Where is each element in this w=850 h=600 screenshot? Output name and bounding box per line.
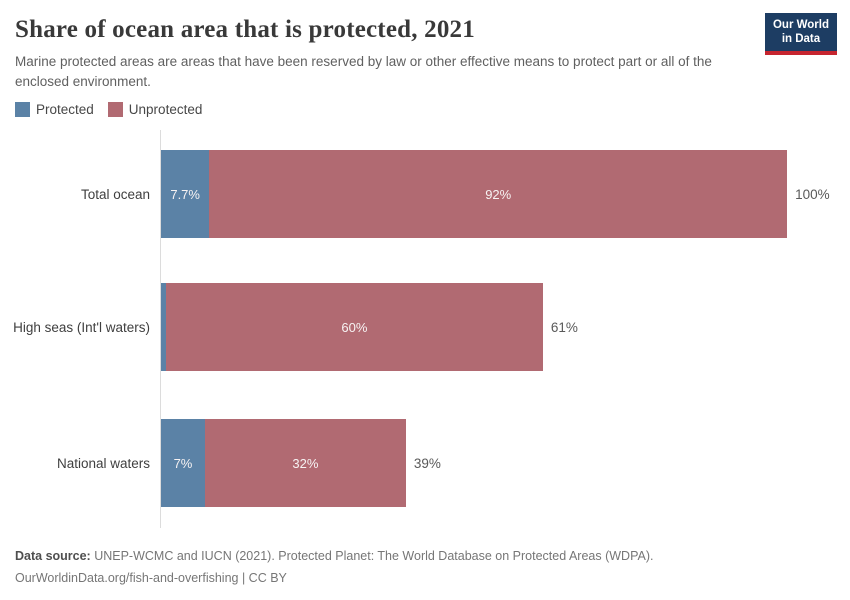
bar-value-label: 60%: [341, 319, 368, 335]
legend-item-unprotected[interactable]: Unprotected: [107, 102, 203, 117]
bar-segment-unprotected[interactable]: 60%: [166, 283, 543, 371]
chart-subtitle: Marine protected areas are areas that ha…: [15, 54, 712, 89]
bar-total-label: 61%: [550, 319, 578, 335]
bar-total-label: 39%: [413, 455, 441, 471]
bar-value-label: 7.7%: [170, 186, 200, 202]
bar-value-label: 32%: [292, 455, 319, 471]
owid-logo-line2: in Data: [781, 33, 821, 46]
bar-segment-protected[interactable]: 7.7%: [161, 150, 210, 238]
legend: Protected Unprotected: [15, 102, 202, 117]
bar-segment-protected[interactable]: 7%: [161, 419, 205, 507]
y-axis-line: [160, 130, 161, 528]
license-line: OurWorldinData.org/fish-and-overfishing …: [15, 570, 287, 585]
bar-segment-unprotected[interactable]: 32%: [204, 419, 406, 507]
bar-value-label: 92%: [485, 186, 512, 202]
unprotected-swatch-icon: [107, 102, 123, 117]
chart-title: Share of ocean area that is protected, 2…: [15, 16, 475, 43]
category-label: Total ocean: [80, 186, 150, 202]
legend-item-protected[interactable]: Protected: [15, 102, 94, 117]
protected-swatch-icon: [15, 102, 30, 117]
bar-value-label: 7%: [173, 455, 193, 471]
legend-label-unprotected: Unprotected: [128, 102, 203, 117]
category-label: National waters: [56, 455, 150, 471]
bar-total-label: 100%: [795, 186, 830, 202]
footer-note: Data source: UNEP-WCMC and IUCN (2021). …: [15, 546, 653, 590]
bar-segment-unprotected[interactable]: 92%: [209, 150, 788, 238]
owid-logo[interactable]: Our World in Data: [764, 13, 837, 55]
category-label: High seas (Int'l waters): [13, 319, 150, 335]
owid-logo-line1: Our World: [772, 19, 829, 31]
data-source-text: UNEP-WCMC and IUCN (2021). Protected Pla…: [90, 549, 654, 563]
legend-label-protected: Protected: [36, 102, 94, 117]
bar-segment-protected[interactable]: [161, 283, 167, 371]
data-source-prefix: Data source:: [15, 549, 91, 563]
